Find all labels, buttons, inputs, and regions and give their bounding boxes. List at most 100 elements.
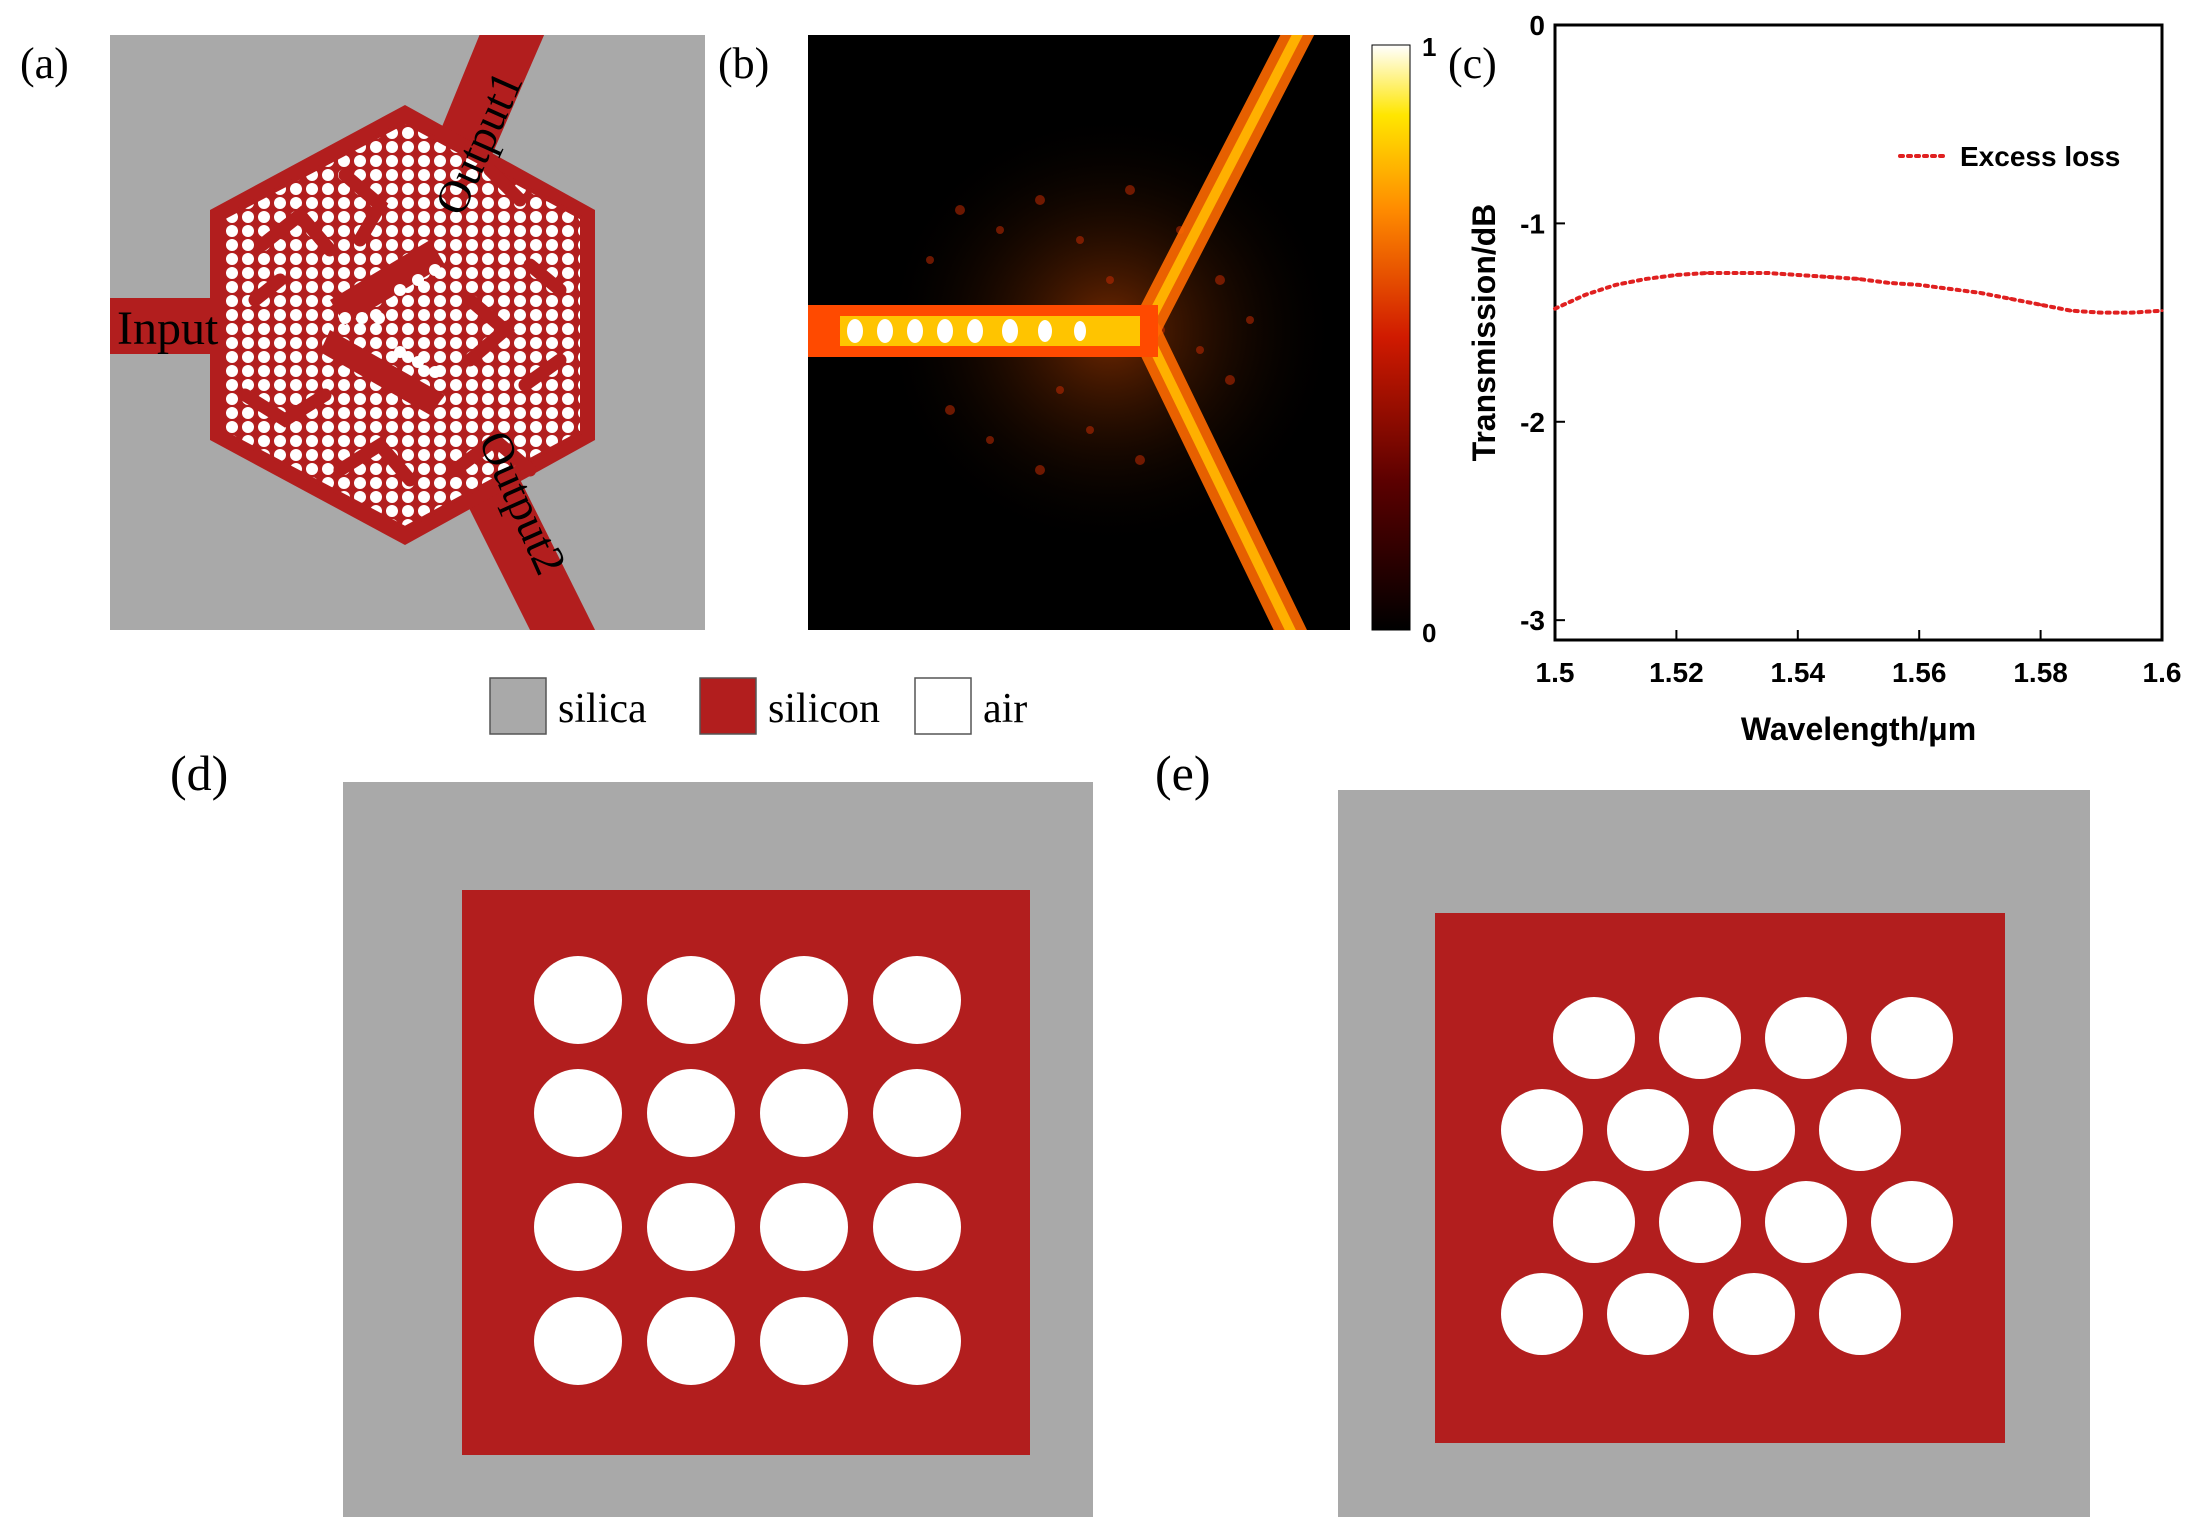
x-tick-label: 1.56 xyxy=(1892,657,1947,688)
excess-loss-data-point xyxy=(1948,287,1952,291)
excess-loss-data-point xyxy=(1796,273,1800,277)
air-hole xyxy=(534,1297,622,1385)
air-hole xyxy=(534,1069,622,1157)
air-hole xyxy=(1659,1181,1741,1263)
y-tick-label: -3 xyxy=(1520,605,1545,636)
excess-loss-data-point xyxy=(1644,277,1648,281)
center-silicon-hub xyxy=(330,240,445,325)
excess-loss-data-point xyxy=(1765,271,1769,275)
air-hole xyxy=(873,1297,961,1385)
field-beam-output1-core xyxy=(1140,35,1303,333)
excess-loss-data-point xyxy=(1735,271,1739,275)
excess-loss-series-line xyxy=(1553,270,2164,315)
excess-loss-data-point xyxy=(1826,275,1830,279)
excess-loss-data-point xyxy=(1553,307,1557,311)
excess-loss-data-point xyxy=(2160,309,2164,313)
air-hole xyxy=(1819,1089,1901,1171)
y-tick-label: 0 xyxy=(1529,10,1545,41)
excess-loss-data-point xyxy=(2008,297,2012,301)
colorbar-min-label: 0 xyxy=(1422,618,1436,648)
air-hole xyxy=(647,1069,735,1157)
air-hole xyxy=(1871,997,1953,1079)
legend-swatch-silicon xyxy=(699,677,757,735)
panel-b: (b) xyxy=(718,32,1436,648)
x-axis-label: Wavelength/μm xyxy=(1741,711,1976,747)
colorbar-max-label: 1 xyxy=(1422,32,1436,62)
excess-loss-data-point xyxy=(1978,291,1982,295)
excess-loss-data-point xyxy=(2130,311,2134,315)
air-hole xyxy=(1713,1089,1795,1171)
panel-a: (a) xyxy=(20,35,705,630)
air-hole xyxy=(1765,1181,1847,1263)
excess-loss-data-point xyxy=(2069,309,2073,313)
air-hole xyxy=(1871,1181,1953,1263)
air-hole xyxy=(1501,1273,1583,1355)
y-tick-label: -2 xyxy=(1520,407,1545,438)
air-hole xyxy=(760,1069,848,1157)
panel-c: (c) 1.5 1.52 1.54 1.56 1.58 1.6 0 -1 -2 -3 Wavelen… xyxy=(1448,10,2181,747)
air-hole xyxy=(647,1183,735,1271)
panel-e-label: (e) xyxy=(1155,745,1211,801)
excess-loss-data-point xyxy=(1917,283,1921,287)
hexagon-inner-border xyxy=(221,119,584,531)
legend-label-silica: silica xyxy=(558,686,647,732)
air-hole xyxy=(534,1183,622,1271)
legend-excess-loss-label: Excess loss xyxy=(1960,141,2120,172)
legend-swatch-silica xyxy=(489,677,547,735)
field-beam-output2-core xyxy=(1140,327,1296,630)
panel-b-label: (b) xyxy=(718,39,769,88)
material-legend: silica silicon air xyxy=(489,677,1027,735)
excess-loss-data-point xyxy=(1614,283,1618,287)
air-hole xyxy=(1819,1273,1901,1355)
legend-label-air: air xyxy=(983,686,1027,732)
center-silicon-hub-lower xyxy=(320,330,445,415)
panel-d-label: (d) xyxy=(170,745,228,801)
center-hub-holes xyxy=(339,264,441,378)
air-hole xyxy=(760,956,848,1044)
air-hole xyxy=(1607,1273,1689,1355)
legend-swatch-air xyxy=(914,677,972,735)
transmission-chart: 1.5 1.52 1.54 1.56 1.58 1.6 0 -1 -2 -3 Wavelength/… xyxy=(1466,10,2181,747)
colorbar xyxy=(1371,44,1411,631)
excess-loss-data-point xyxy=(1705,271,1709,275)
air-hole xyxy=(760,1297,848,1385)
air-hole xyxy=(647,1297,735,1385)
port-input-label: Input xyxy=(117,302,219,355)
panel-d-holes xyxy=(534,956,961,1385)
excess-loss-data-point xyxy=(1887,281,1891,285)
panel-a-label: (a) xyxy=(20,39,69,88)
air-hole xyxy=(1765,997,1847,1079)
x-tick-label: 1.58 xyxy=(2013,657,2068,688)
excess-loss-data-point xyxy=(1583,293,1587,297)
air-hole xyxy=(534,956,622,1044)
air-hole xyxy=(647,956,735,1044)
field-input-hotspots xyxy=(847,319,1086,343)
air-hole xyxy=(873,1183,961,1271)
excess-loss-data-point xyxy=(1857,277,1860,281)
panel-d: (d) xyxy=(170,745,1093,1517)
panel-e: (e) xyxy=(1155,745,2090,1517)
air-hole xyxy=(1553,1181,1635,1263)
air-hole xyxy=(873,1069,961,1157)
air-hole xyxy=(1501,1089,1583,1171)
panel-e-silicon xyxy=(1435,913,2005,1443)
x-tick-label: 1.5 xyxy=(1536,657,1575,688)
legend-label-silicon: silicon xyxy=(768,686,880,732)
excess-loss-data-point xyxy=(2039,303,2043,307)
panel-e-holes xyxy=(1501,997,1953,1355)
x-tick-label: 1.52 xyxy=(1649,657,1704,688)
panel-c-label: (c) xyxy=(1448,39,1497,88)
air-hole xyxy=(1659,997,1741,1079)
y-axis-label: Transmission/dB xyxy=(1466,204,1502,462)
air-hole xyxy=(873,956,961,1044)
air-hole xyxy=(1713,1273,1795,1355)
excess-loss-data-point xyxy=(2099,311,2103,315)
y-tick-label: -1 xyxy=(1520,208,1545,239)
excess-loss-data-point xyxy=(1674,273,1678,277)
silicon-pattern-segments xyxy=(238,163,567,487)
chart-plot-frame xyxy=(1553,23,2164,642)
air-hole xyxy=(1553,997,1635,1079)
x-tick-label: 1.6 xyxy=(2143,657,2182,688)
x-tick-label: 1.54 xyxy=(1771,657,1826,688)
